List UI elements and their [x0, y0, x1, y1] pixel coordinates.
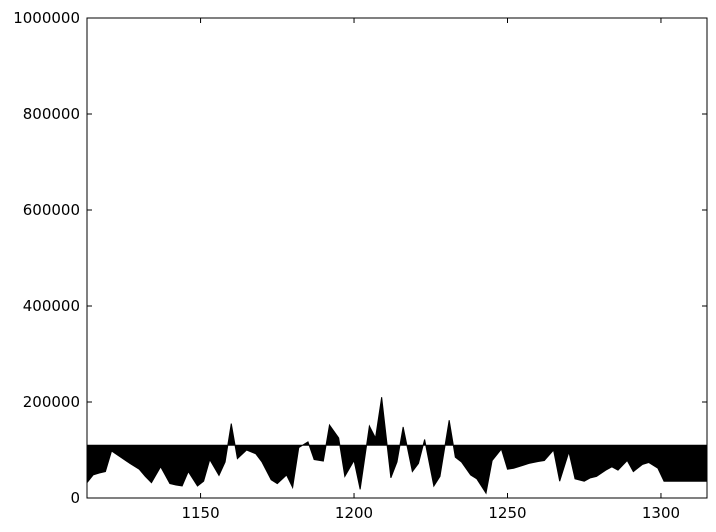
y-axis: 0 200000 400000 600000 800000 1000000: [13, 9, 707, 507]
x-tick-label: 1200: [335, 504, 373, 522]
y-tick-label: 400000: [23, 297, 80, 315]
x-tick-label: 1150: [181, 504, 219, 522]
x-tick-label: 1300: [642, 504, 680, 522]
x-axis: 1150 1200 1250 1300: [181, 18, 680, 522]
x-tick-label: 1250: [488, 504, 526, 522]
y-tick-label: 800000: [23, 105, 80, 123]
plot-background: [87, 18, 707, 498]
y-tick-label: 200000: [23, 393, 80, 411]
area-series: [86, 397, 708, 495]
y-tick-label: 0: [70, 489, 80, 507]
area-fill-layer: [86, 397, 708, 495]
y-tick-label: 600000: [23, 201, 80, 219]
y-tick-label: 1000000: [13, 9, 80, 27]
plot-frame: [86, 17, 708, 499]
